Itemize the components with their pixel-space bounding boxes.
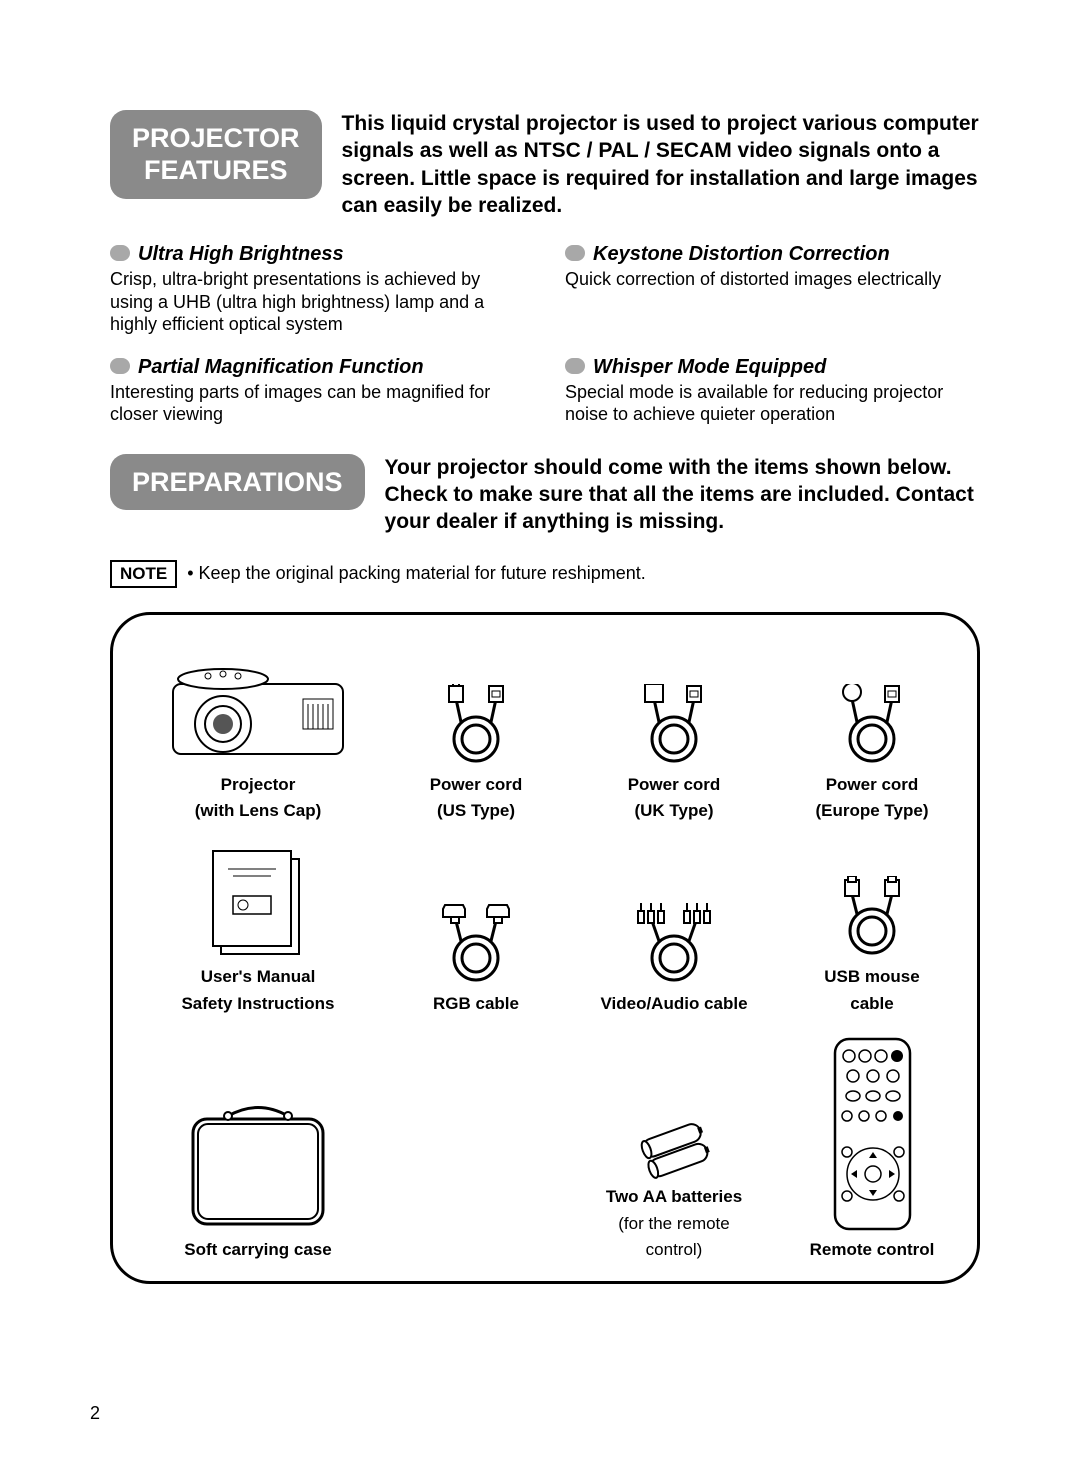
feature-title: Partial Magnification Function [110,356,525,379]
item-av: Video/Audio cable [579,898,769,1014]
contents-row: User's Manual Safety Instructions RGB ca… [143,841,947,1014]
rgb-cable-icon [381,898,571,988]
preparations-badge: PREPARATIONS [110,454,365,510]
powercord-eu-icon [777,679,967,769]
feature-desc: Special mode is available for reducing p… [565,381,980,426]
feature-desc: Quick correction of distorted images ele… [565,268,980,291]
features-intro: This liquid crystal projector is used to… [342,110,980,219]
item-label: Soft carrying case [143,1240,373,1260]
item-label: (UK Type) [579,801,769,821]
item-remote: Remote control [777,1034,967,1260]
contents-row: Soft carrying case Two [143,1034,947,1260]
item-label: User's Manual [143,967,373,987]
badge-line: PROJECTOR [132,122,300,154]
feature-item: Partial Magnification Function Interesti… [110,356,525,426]
item-label: Projector [143,775,373,795]
usb-cable-icon [777,871,967,961]
contents-box: Projector (with Lens Cap) Power cord (US… [110,612,980,1284]
badge-line: FEATURES [132,154,300,186]
item-case: Soft carrying case [143,1084,373,1260]
feature-title: Keystone Distortion Correction [565,243,980,266]
item-label: Safety Instructions [143,994,373,1014]
feature-desc: Interesting parts of images can be magni… [110,381,525,426]
note-text: • Keep the original packing material for… [187,563,646,584]
features-badge: PROJECTOR FEATURES [110,110,322,199]
feature-desc: Crisp, ultra-bright presentations is ach… [110,268,525,336]
note-badge: NOTE [110,560,177,588]
item-label: cable [777,994,967,1014]
item-batteries: Two AA batteries (for the remote control… [579,1101,769,1260]
item-label: (Europe Type) [777,801,967,821]
item-label: USB mouse [777,967,967,987]
item-label: Power cord [381,775,571,795]
feature-title: Ultra High Brightness [110,243,525,266]
powercord-uk-icon [579,679,769,769]
feature-item: Keystone Distortion Correction Quick cor… [565,243,980,336]
projector-icon [143,639,373,769]
preparations-intro: Your projector should come with the item… [385,454,980,536]
manual-icon [143,841,373,961]
item-label: Video/Audio cable [579,994,769,1014]
item-label: (with Lens Cap) [143,801,373,821]
features-grid: Ultra High Brightness Crisp, ultra-brigh… [110,243,980,426]
item-rgb: RGB cable [381,898,571,1014]
item-manual: User's Manual Safety Instructions [143,841,373,1014]
item-label: control) [579,1240,769,1260]
remote-control-icon [777,1034,967,1234]
features-header: PROJECTOR FEATURES This liquid crystal p… [110,110,980,219]
video-audio-cable-icon [579,898,769,988]
item-powercord-uk: Power cord (UK Type) [579,679,769,822]
item-label: RGB cable [381,994,571,1014]
contents-row: Projector (with Lens Cap) Power cord (US… [143,639,947,822]
feature-item: Ultra High Brightness Crisp, ultra-brigh… [110,243,525,336]
item-usb: USB mouse cable [777,871,967,1014]
feature-title: Whisper Mode Equipped [565,356,980,379]
item-label: Remote control [777,1240,967,1260]
item-label: Two AA batteries [579,1187,769,1207]
batteries-icon [579,1101,769,1181]
item-powercord-eu: Power cord (Europe Type) [777,679,967,822]
item-powercord-us: Power cord (US Type) [381,679,571,822]
item-label: Power cord [579,775,769,795]
page-number: 2 [90,1403,100,1424]
item-label: (US Type) [381,801,571,821]
feature-item: Whisper Mode Equipped Special mode is av… [565,356,980,426]
powercord-us-icon [381,679,571,769]
item-label: (for the remote [579,1214,769,1234]
note-row: NOTE • Keep the original packing materia… [110,560,980,588]
item-projector: Projector (with Lens Cap) [143,639,373,822]
soft-case-icon [143,1084,373,1234]
item-label: Power cord [777,775,967,795]
preparations-header: PREPARATIONS Your projector should come … [110,454,980,536]
